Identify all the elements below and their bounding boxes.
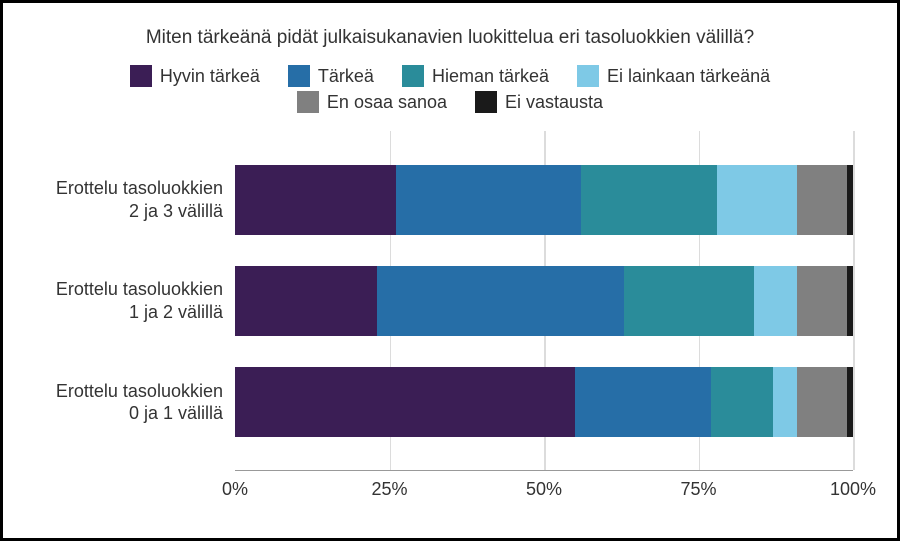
bar-segment <box>773 367 798 437</box>
legend-swatch <box>577 65 599 87</box>
x-axis-ticks: 0%25%50%75%100% <box>235 471 853 501</box>
stacked-bar <box>235 165 853 235</box>
bar-segment <box>847 266 853 336</box>
legend-label: En osaa sanoa <box>327 92 447 113</box>
gridline <box>853 131 855 470</box>
y-category-label-line: 0 ja 1 välillä <box>35 402 223 425</box>
bar-segment <box>377 266 624 336</box>
legend-swatch <box>288 65 310 87</box>
legend-label: Ei lainkaan tärkeänä <box>607 66 770 87</box>
x-tick-label: 25% <box>371 479 407 500</box>
legend-label: Tärkeä <box>318 66 374 87</box>
bar-row: Erottelu tasoluokkien1 ja 2 välillä <box>235 266 853 336</box>
chart-frame: Miten tärkeänä pidät julkaisukanavien lu… <box>0 0 900 541</box>
legend-label: Ei vastausta <box>505 92 603 113</box>
bar-segment <box>847 367 853 437</box>
bar-segment <box>847 165 853 235</box>
legend-swatch <box>130 65 152 87</box>
y-category-label: Erottelu tasoluokkien2 ja 3 välillä <box>35 177 235 222</box>
plot-area: Erottelu tasoluokkien2 ja 3 välillä Erott… <box>235 131 853 471</box>
legend-swatch <box>402 65 424 87</box>
bar-row: Erottelu tasoluokkien2 ja 3 välillä <box>235 165 853 235</box>
x-tick-label: 0% <box>222 479 248 500</box>
legend-swatch <box>297 91 319 113</box>
stacked-bar <box>235 266 853 336</box>
bar-segment <box>235 266 377 336</box>
legend-item: Ei lainkaan tärkeänä <box>577 65 770 87</box>
y-category-label-line: Erottelu tasoluokkien <box>35 380 223 403</box>
legend-label: Hieman tärkeä <box>432 66 549 87</box>
bar-segment <box>581 165 717 235</box>
chart-title: Miten tärkeänä pidät julkaisukanavien lu… <box>27 27 873 49</box>
y-category-label: Erottelu tasoluokkien0 ja 1 välillä <box>35 380 235 425</box>
x-tick-label: 50% <box>526 479 562 500</box>
bars-container: Erottelu tasoluokkien2 ja 3 välillä Erott… <box>235 131 853 471</box>
bar-segment <box>797 165 846 235</box>
legend-item: Hyvin tärkeä <box>130 65 260 87</box>
bar-segment <box>797 266 846 336</box>
legend: Hyvin tärkeä Tärkeä Hieman tärkeä Ei lainka… <box>27 63 873 115</box>
y-category-label-line: Erottelu tasoluokkien <box>35 278 223 301</box>
bar-segment <box>235 165 396 235</box>
stacked-bar <box>235 367 853 437</box>
legend-row: Hyvin tärkeä Tärkeä Hieman tärkeä Ei lainka… <box>27 63 873 89</box>
bar-segment <box>797 367 846 437</box>
x-tick-label: 100% <box>830 479 876 500</box>
y-category-label-line: 1 ja 2 välillä <box>35 301 223 324</box>
legend-label: Hyvin tärkeä <box>160 66 260 87</box>
bar-segment <box>624 266 754 336</box>
y-category-label: Erottelu tasoluokkien1 ja 2 välillä <box>35 278 235 323</box>
y-category-label-line: Erottelu tasoluokkien <box>35 177 223 200</box>
bar-segment <box>717 165 797 235</box>
legend-item: Hieman tärkeä <box>402 65 549 87</box>
legend-item: En osaa sanoa <box>297 91 447 113</box>
bar-segment <box>754 266 797 336</box>
legend-row: En osaa sanoa Ei vastausta <box>27 89 873 115</box>
y-category-label-line: 2 ja 3 välillä <box>35 200 223 223</box>
x-tick-label: 75% <box>680 479 716 500</box>
bar-segment <box>575 367 711 437</box>
legend-item: Tärkeä <box>288 65 374 87</box>
bar-row: Erottelu tasoluokkien0 ja 1 välillä <box>235 367 853 437</box>
legend-item: Ei vastausta <box>475 91 603 113</box>
bar-segment <box>711 367 773 437</box>
bar-segment <box>235 367 575 437</box>
legend-swatch <box>475 91 497 113</box>
bar-segment <box>396 165 581 235</box>
